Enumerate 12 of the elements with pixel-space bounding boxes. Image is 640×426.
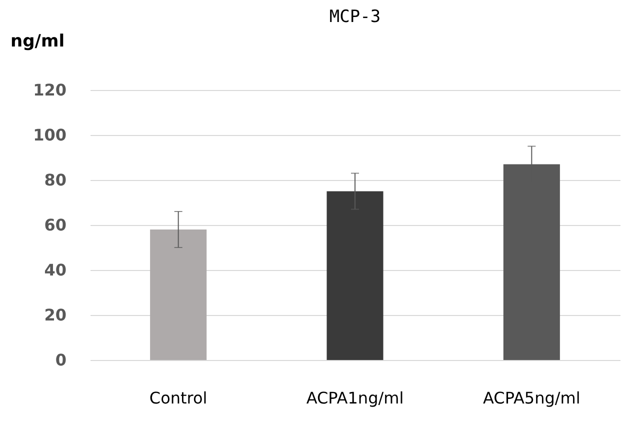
- y-tick-label: 80: [44, 170, 66, 190]
- chart-title: MCP-3: [329, 7, 381, 27]
- x-tick-label: Control: [149, 388, 208, 408]
- y-tick-label: 60: [44, 216, 66, 234]
- y-tick-label: 120: [33, 80, 66, 100]
- y-tick-label: 100: [33, 126, 66, 144]
- x-tick-label: ACPA5ng/ml: [483, 388, 580, 408]
- y-tick-label: 20: [44, 306, 66, 324]
- y-axis-title: ng/ml: [10, 32, 65, 52]
- y-tick-label: 40: [44, 260, 66, 280]
- x-tick-label: ACPA1ng/ml: [306, 388, 404, 408]
- y-tick-label: 0: [55, 350, 66, 370]
